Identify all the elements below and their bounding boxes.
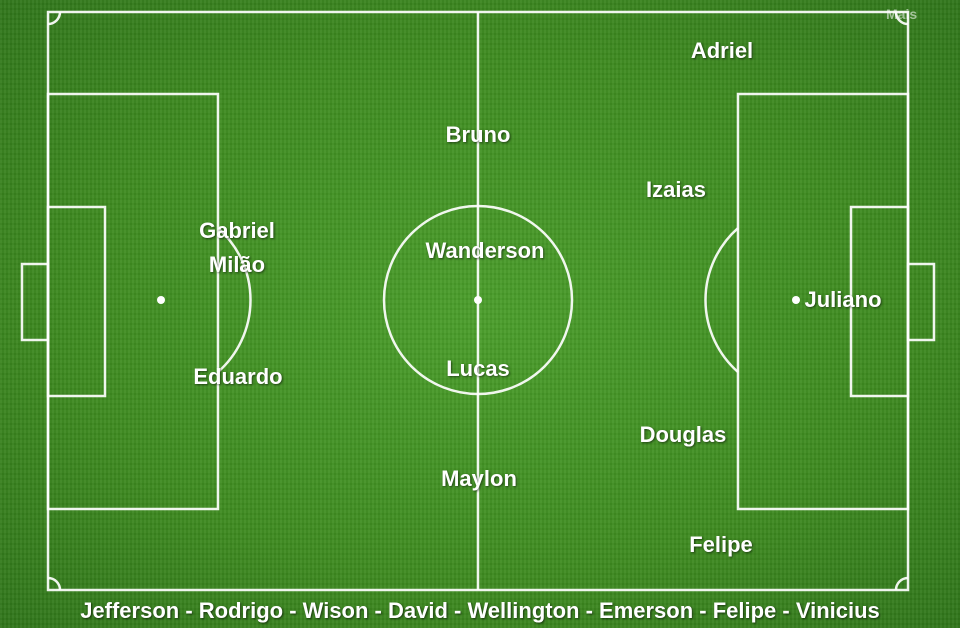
player-bruno: Bruno: [445, 122, 511, 147]
left-goal: [20, 262, 50, 342]
right-penalty-spot: [792, 296, 800, 304]
corner-arc-top-left: [47, 11, 62, 26]
player-gabriel-milao: Gabriel Milão: [199, 218, 275, 277]
substitutes-list: Jefferson - Rodrigo - Wison - David - We…: [80, 598, 880, 623]
right-goal: [906, 262, 936, 342]
left-penalty-area: [46, 92, 220, 511]
center-circle: [382, 204, 574, 396]
player-izaias: Izaias: [646, 177, 706, 202]
player-eduardo: Eduardo: [193, 364, 283, 389]
corner-arc-bottom-left: [47, 576, 62, 591]
player-felipe: Felipe: [689, 532, 753, 557]
left-penalty-arc: [217, 227, 252, 373]
center-spot: [474, 296, 482, 304]
player-lucas: Lucas: [446, 356, 510, 381]
player-adriel: Adriel: [690, 38, 754, 63]
corner-arc-bottom-right: [894, 576, 909, 591]
watermark-logo: Mais: [886, 6, 918, 22]
player-juliano: Juliano: [804, 287, 882, 312]
player-wanderson: Wanderson: [425, 238, 545, 263]
player-douglas: Douglas: [639, 422, 727, 447]
corner-arc-top-right: [894, 11, 909, 26]
left-penalty-spot: [157, 296, 165, 304]
player-maylon: Maylon: [441, 466, 517, 491]
right-penalty-arc: [704, 227, 739, 373]
left-goal-area: [46, 205, 107, 398]
